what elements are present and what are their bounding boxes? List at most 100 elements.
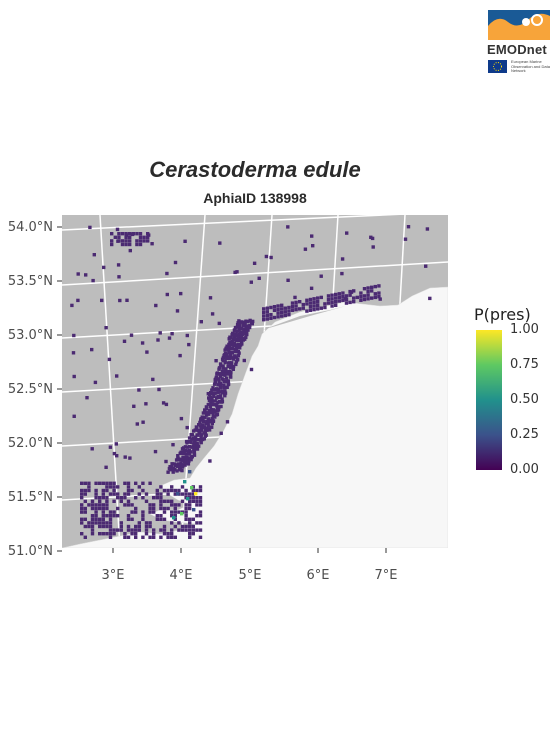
- presence-cell: [198, 438, 202, 442]
- presence-cell: [94, 496, 98, 500]
- presence-cell: [262, 310, 266, 315]
- presence-cell: [195, 499, 199, 503]
- presence-cell: [319, 306, 323, 310]
- logo-name: EMODnet: [487, 42, 547, 57]
- presence-cell: [217, 367, 221, 371]
- presence-cell: [293, 295, 297, 300]
- presence-cell: [141, 481, 145, 485]
- presence-cell: [227, 370, 231, 374]
- presence-cell: [352, 300, 356, 304]
- presence-cell: [90, 506, 95, 511]
- presence-cell: [218, 241, 222, 245]
- presence-cell: [152, 532, 156, 536]
- presence-cell: [341, 291, 345, 295]
- presence-cell: [112, 492, 116, 496]
- presence-cell: [90, 514, 95, 518]
- presence-cell: [330, 304, 334, 308]
- presence-cell: [187, 452, 192, 456]
- presence-cell: [305, 302, 309, 306]
- presence-cell: [340, 257, 345, 261]
- presence-cell: [206, 402, 210, 407]
- presence-cell: [158, 331, 162, 335]
- presence-cell: [108, 485, 113, 489]
- presence-cell: [72, 374, 76, 379]
- presence-cell: [188, 492, 192, 496]
- presence-cell: [244, 330, 249, 334]
- presence-cell: [141, 420, 145, 424]
- presence-cell: [159, 506, 163, 511]
- presence-cell: [173, 510, 177, 514]
- presence-cell: [187, 342, 191, 347]
- presence-cell: [227, 361, 231, 365]
- presence-cell: [162, 499, 167, 503]
- presence-cell: [188, 521, 192, 525]
- logo-wave: [488, 10, 550, 26]
- presence-cell: [341, 295, 345, 299]
- presence-cell: [87, 488, 91, 493]
- presence-cell: [192, 508, 196, 512]
- presence-cell: [124, 233, 128, 237]
- presence-cell: [192, 447, 196, 451]
- presence-cell: [276, 307, 280, 312]
- presence-cell: [87, 481, 91, 485]
- presence-cell: [242, 331, 246, 335]
- presence-cell: [90, 503, 95, 507]
- presence-cell: [207, 412, 211, 416]
- presence-cell: [334, 303, 338, 307]
- presence-cell: [233, 349, 238, 354]
- presence-cell: [189, 450, 193, 454]
- presence-cell: [316, 296, 320, 300]
- presence-cell: [240, 326, 244, 331]
- presence-cell: [130, 503, 134, 507]
- presence-cell: [128, 235, 132, 239]
- eu-flag: [488, 60, 507, 73]
- presence-cell: [173, 488, 177, 493]
- presence-cell: [191, 492, 195, 496]
- presence-cell: [225, 385, 229, 389]
- presence-cell: [348, 293, 352, 297]
- presence-cell: [141, 488, 145, 493]
- presence-cell: [83, 535, 87, 539]
- presence-cell: [198, 521, 203, 525]
- presence-cell: [276, 315, 280, 319]
- presence-cell: [187, 459, 191, 463]
- presence-cell: [233, 270, 237, 275]
- presence-cell: [124, 242, 128, 247]
- presence-cell: [145, 350, 149, 354]
- presence-cell: [105, 496, 109, 500]
- presence-cell: [208, 459, 212, 463]
- presence-cell: [138, 239, 143, 243]
- presence-cell: [83, 510, 87, 514]
- presence-cell: [185, 445, 190, 449]
- presence-cell: [194, 492, 198, 496]
- presence-cell: [234, 338, 238, 343]
- presence-cell: [126, 488, 131, 493]
- presence-cell: [206, 417, 211, 421]
- y-tick-label: 54.0°N: [8, 220, 53, 235]
- presence-cell: [235, 325, 239, 329]
- y-tick-label: 51.0°N: [8, 544, 53, 559]
- presence-cell: [214, 375, 218, 380]
- presence-cell: [155, 517, 159, 521]
- presence-cell: [236, 342, 240, 347]
- legend-label: 0.75: [510, 357, 539, 372]
- presence-cell: [101, 517, 105, 521]
- presence-cell: [326, 301, 331, 305]
- presence-cell: [112, 528, 116, 532]
- legend-colorbar: [476, 330, 502, 470]
- presence-cell: [210, 312, 215, 316]
- presence-cell: [209, 410, 213, 415]
- presence-cell: [178, 466, 183, 470]
- presence-cell: [262, 318, 266, 322]
- presence-cell: [294, 307, 298, 312]
- presence-cell: [294, 300, 298, 305]
- presence-cell: [105, 532, 109, 536]
- presence-cell: [370, 296, 374, 300]
- presence-cell: [159, 496, 163, 500]
- presence-cell: [162, 528, 167, 532]
- presence-cell: [280, 310, 284, 315]
- map-title: Cerastoderma edule: [149, 157, 361, 182]
- presence-cell: [101, 532, 105, 536]
- presence-cell: [170, 532, 174, 536]
- presence-cell: [197, 431, 201, 435]
